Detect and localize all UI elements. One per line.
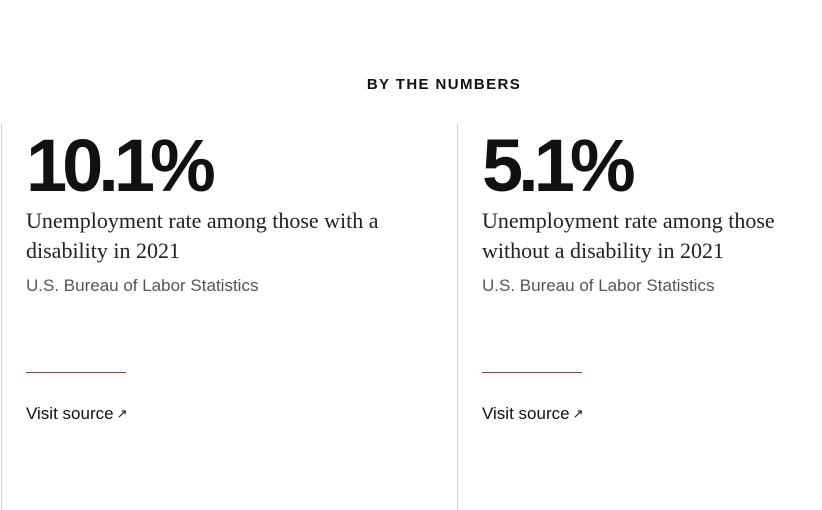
external-link-arrow-icon: ↗ — [572, 406, 584, 421]
stat-description: Unemployment rate among those without a … — [482, 208, 775, 263]
stat-card-without-disability: 5.1% Unemployment rate among those witho… — [457, 124, 822, 510]
visit-source-label: Visit source — [26, 404, 114, 423]
stat-value: 10.1% — [26, 124, 216, 207]
section-title: BY THE NUMBERS — [366, 76, 522, 93]
external-link-arrow-icon: ↗ — [116, 406, 128, 421]
accent-divider — [26, 372, 126, 373]
stat-source: U.S. Bureau of Labor Statistics — [482, 276, 715, 295]
visit-source-link[interactable]: Visit source ↗ — [482, 404, 583, 424]
stat-card-with-disability: 10.1% Unemployment rate among those with… — [1, 124, 457, 510]
stat-source: U.S. Bureau of Labor Statistics — [26, 276, 259, 295]
stat-description: Unemployment rate among those with a dis… — [26, 208, 379, 263]
stat-value: 5.1% — [482, 124, 636, 207]
visit-source-link[interactable]: Visit source ↗ — [26, 404, 127, 424]
visit-source-label: Visit source — [482, 404, 570, 423]
accent-divider — [482, 372, 582, 373]
